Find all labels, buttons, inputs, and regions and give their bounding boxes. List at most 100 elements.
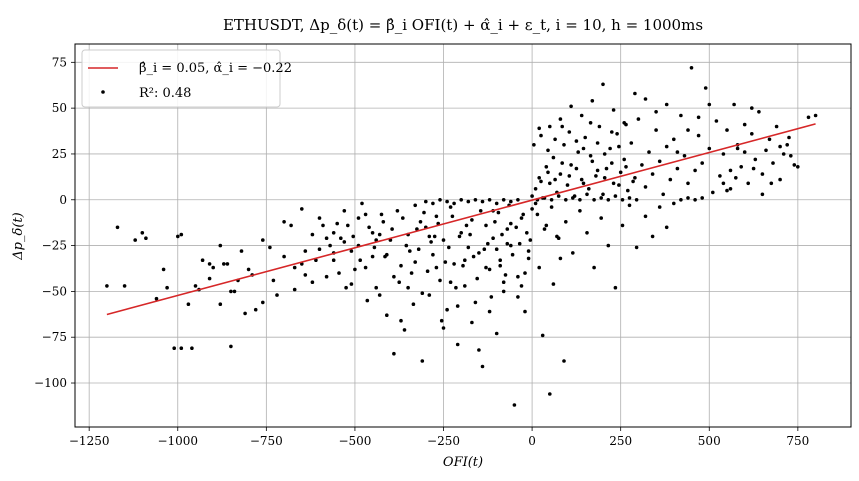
y-tick-label: −75 — [42, 330, 67, 344]
scatter-point — [629, 141, 634, 145]
scatter-point — [725, 128, 729, 132]
scatter-point — [608, 146, 612, 151]
scatter-point — [140, 231, 145, 235]
scatter-point — [486, 241, 490, 246]
scatter-point — [475, 276, 480, 281]
scatter-point — [567, 174, 572, 178]
x-tick-label: 500 — [698, 434, 721, 448]
scatter-point — [587, 187, 591, 191]
scatter-point — [438, 278, 442, 283]
scatter-point — [470, 320, 474, 325]
scatter-point — [533, 187, 538, 191]
scatter-point — [501, 198, 506, 202]
scatter-point — [434, 214, 439, 219]
scatter-point — [633, 176, 637, 180]
scatter-point — [590, 159, 595, 164]
scatter-point — [154, 296, 159, 301]
scatter-point — [372, 245, 377, 250]
scatter-point — [523, 271, 527, 275]
scatter-point — [324, 236, 329, 240]
scatter-point — [165, 285, 169, 290]
scatter-point — [392, 351, 396, 356]
scatter-point — [211, 265, 215, 270]
scatter-point — [190, 346, 194, 351]
scatter-point — [523, 309, 527, 314]
scatter-point — [218, 243, 223, 248]
scatter-point — [633, 91, 637, 96]
scatter-point — [781, 152, 786, 156]
scatter-point — [537, 126, 541, 131]
scatter-point — [496, 210, 501, 215]
scatter-point — [300, 207, 304, 211]
chart-title: ETHUSDT, Δp_δ(t) = β̂_i OFI(t) + α̂_i + … — [223, 16, 703, 34]
y-tick-label: −25 — [42, 239, 67, 253]
scatter-points — [105, 66, 818, 407]
y-tick-label: 75 — [52, 55, 67, 69]
scatter-point — [406, 285, 410, 290]
scatter-point — [679, 113, 683, 118]
scatter-point — [686, 196, 690, 200]
scatter-point — [560, 161, 564, 165]
scatter-point — [105, 284, 109, 288]
scatter-point — [411, 302, 416, 307]
scatter-point — [622, 121, 626, 125]
scatter-point — [514, 225, 518, 230]
scatter-point — [200, 258, 205, 263]
scatter-point — [303, 273, 308, 277]
scatter-point — [578, 209, 582, 213]
scatter-point — [176, 234, 180, 239]
scatter-point — [579, 113, 584, 118]
scatter-point — [365, 298, 370, 303]
regression-line — [106, 123, 816, 316]
scatter-point — [432, 234, 437, 239]
scatter-point — [675, 150, 680, 154]
scatter-point — [324, 274, 329, 279]
scatter-point — [477, 251, 481, 255]
scatter-point — [303, 249, 308, 253]
scatter-point — [721, 181, 726, 186]
scatter-point — [583, 135, 587, 140]
scatter-point — [617, 183, 621, 187]
scatter-point — [500, 232, 504, 237]
scatter-point — [482, 247, 487, 251]
scatter-point — [494, 247, 499, 251]
scatter-point — [370, 231, 375, 235]
scatter-point — [647, 150, 651, 154]
scatter-point — [686, 128, 690, 132]
scatter-point — [381, 220, 386, 224]
scatter-point — [353, 267, 357, 272]
scatter-point — [452, 262, 456, 266]
scatter-point — [443, 260, 448, 264]
scatter-point — [415, 227, 419, 231]
scatter-point — [657, 159, 662, 164]
scatter-point — [370, 254, 375, 259]
scatter-point — [498, 258, 503, 263]
scatter-point — [657, 205, 662, 209]
scatter-point — [374, 285, 379, 290]
scatter-point — [239, 249, 244, 253]
scatter-point — [337, 271, 341, 275]
scatter-point — [505, 227, 510, 231]
scatter-point — [525, 231, 529, 235]
scatter-point — [556, 236, 561, 240]
scatter-point — [750, 106, 754, 110]
scatter-point — [539, 179, 543, 184]
scatter-point — [261, 300, 265, 305]
scatter-point — [466, 199, 471, 204]
scatter-point — [668, 177, 673, 182]
scatter-point — [519, 284, 524, 288]
scatter-point — [578, 198, 582, 202]
scatter-point — [751, 166, 756, 171]
scatter-point — [585, 192, 589, 197]
scatter-point — [321, 223, 325, 228]
scatter-point — [445, 199, 449, 204]
scatter-point — [413, 203, 418, 208]
y-axis-label: Δp_δ(t) — [11, 212, 26, 260]
scatter-point — [613, 194, 618, 198]
scatter-point — [624, 165, 628, 169]
scatter-point — [420, 291, 425, 296]
scatter-point — [611, 181, 616, 186]
scatter-point — [540, 333, 545, 338]
scatter-point — [505, 241, 510, 246]
scatter-point — [735, 146, 740, 151]
